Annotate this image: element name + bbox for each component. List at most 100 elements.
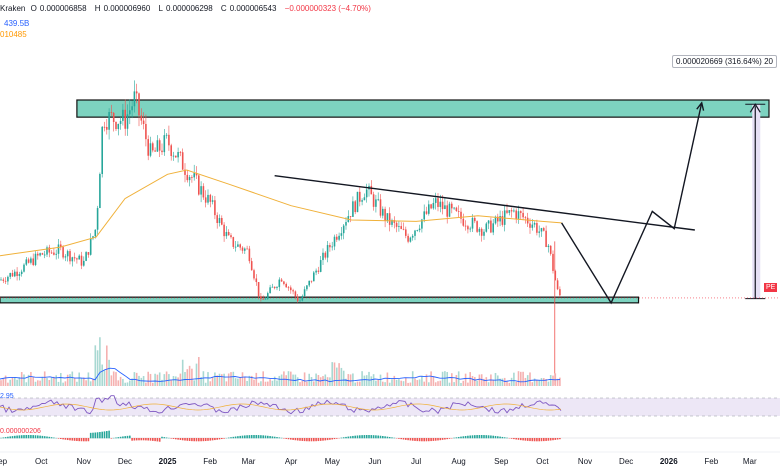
candle-body — [117, 123, 120, 130]
macd-bar — [382, 436, 384, 439]
candle-body — [248, 248, 251, 262]
macd-bar — [108, 430, 110, 439]
candle-body — [501, 216, 504, 225]
candle-body — [363, 197, 366, 201]
candle-body — [96, 208, 99, 230]
volume-bar — [140, 377, 143, 386]
macd-bar — [324, 438, 327, 441]
macd-bar — [25, 435, 28, 439]
candle-body — [57, 244, 60, 254]
volume-bar — [223, 373, 225, 386]
indicator-value: 010485 — [0, 30, 27, 39]
macd-bar — [400, 438, 402, 440]
volume-bar — [9, 379, 11, 386]
candle-body — [285, 283, 287, 288]
x-tick-label: Oct — [35, 457, 48, 466]
candle-body — [425, 211, 428, 214]
volume-bar — [414, 378, 416, 386]
candle-body — [32, 258, 34, 265]
volume-bar — [296, 377, 299, 386]
candle-body — [407, 235, 409, 242]
volume-bar — [246, 380, 248, 386]
candle-body — [25, 259, 28, 265]
macd-bar — [414, 438, 416, 441]
candle-body — [131, 106, 133, 111]
macd-bar — [326, 438, 329, 441]
macd-bar — [425, 438, 428, 442]
volume-bar — [322, 376, 324, 386]
volume-bar — [85, 380, 87, 386]
volume-bar — [464, 373, 467, 386]
volume-bar — [18, 377, 21, 386]
high-label: H — [94, 4, 101, 13]
volume-bar — [437, 381, 439, 386]
macd-bar — [175, 438, 177, 440]
candle-body — [278, 279, 281, 288]
candle-body — [16, 271, 18, 276]
candle-body — [260, 296, 262, 299]
macd-bar — [267, 435, 269, 439]
candle-body — [223, 224, 225, 237]
macd-bar — [524, 438, 527, 441]
macd-bar — [16, 435, 18, 439]
macd-bar — [306, 438, 308, 442]
volume-bar — [333, 362, 336, 386]
candle-body — [529, 223, 531, 228]
candle-body — [216, 215, 218, 224]
macd-bar — [73, 438, 76, 441]
volume-bar — [556, 378, 559, 386]
macd-bar — [398, 438, 400, 439]
candle-body — [474, 217, 476, 222]
macd-bar — [517, 438, 520, 440]
macd-bar — [471, 435, 474, 439]
macd-bar — [359, 435, 361, 439]
candle-body — [87, 252, 90, 255]
volume-bar — [533, 378, 536, 386]
macd-bar — [349, 436, 352, 439]
macd-bar — [552, 438, 554, 441]
macd-bar — [94, 432, 97, 439]
volume-bar — [285, 375, 287, 386]
candle-body — [200, 186, 202, 195]
candle-body — [469, 228, 471, 230]
candle-body — [106, 126, 108, 130]
candle-body — [402, 228, 405, 230]
macd-bar — [522, 438, 524, 441]
volume-bar — [370, 376, 373, 386]
volume-bar — [73, 377, 76, 386]
macd-bar — [76, 438, 78, 442]
candle-body — [50, 252, 53, 254]
candle-body — [522, 212, 524, 218]
volume-bar — [207, 372, 209, 386]
macd-bar — [142, 438, 145, 441]
volume-bar — [480, 374, 483, 386]
volume-bar — [165, 371, 168, 386]
volume-bar — [20, 372, 23, 386]
candle-body — [55, 253, 57, 255]
candle-body — [506, 210, 508, 213]
macd-bar — [85, 438, 87, 442]
open-value: 0.000006858 — [39, 4, 87, 13]
macd-bar — [207, 438, 209, 441]
candle-body — [418, 228, 421, 231]
candle-body — [471, 217, 474, 229]
volume-bar — [46, 377, 48, 386]
macd-bar — [161, 436, 163, 439]
volume-bar — [99, 337, 101, 386]
volume-ma-line — [0, 367, 561, 383]
macd-bar — [57, 438, 60, 439]
macd-bar — [221, 438, 223, 440]
macd-bar — [119, 436, 122, 439]
candle-body — [181, 152, 184, 170]
candle-body — [225, 232, 228, 237]
candle-body — [520, 211, 522, 213]
volume-bar — [483, 378, 485, 386]
volume-bar — [283, 371, 285, 386]
candle-body — [0, 279, 2, 281]
macd-bar — [418, 438, 421, 442]
volume-bar — [407, 382, 409, 386]
candle-body — [455, 207, 458, 212]
candle-body — [101, 126, 103, 174]
macd-value: 0.000000206 — [0, 428, 41, 435]
